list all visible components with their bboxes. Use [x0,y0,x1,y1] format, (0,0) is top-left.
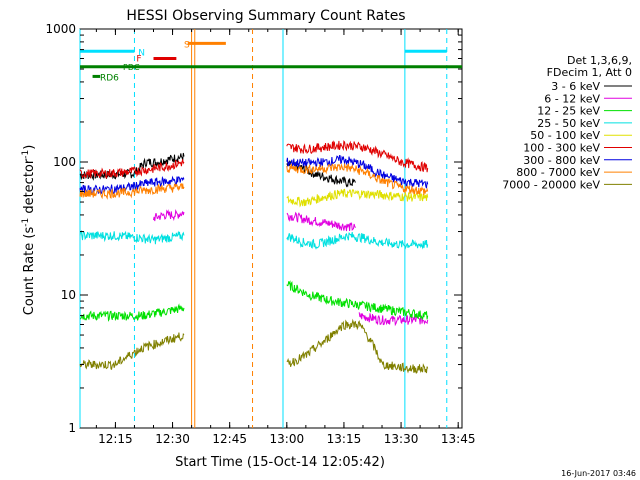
plot-area: NF S PDC RD6 [79,28,463,429]
series-line-3-0 [79,230,185,245]
x-tick-label-1: 12:30 [155,432,190,446]
series-line-1-1 [286,211,356,232]
series-line-8-1 [286,318,429,374]
legend-label-8: 7000 - 20000 keV [502,178,600,191]
y-axis: 1 10 100 1000 [45,22,462,435]
y-tick-label-3: 1000 [45,22,76,36]
legend-label-1: 6 - 12 keV [544,92,600,105]
chart-title: HESSI Observing Summary Count Rates [126,8,405,24]
flag-label-rd6: RD6 [100,73,119,83]
legend-label-7: 800 - 7000 keV [516,166,600,179]
flag-label-f: F [136,55,141,65]
legend-label-4: 50 - 100 keV [530,129,600,142]
legend-header-1: FDecim 1, Att 0 [547,66,632,79]
legend-label-0: 3 - 6 keV [551,80,600,93]
series-line-7-1 [286,163,429,195]
y-axis-label: Count Rate (s-1 detector-1) [21,145,37,316]
series-line-6-0 [79,175,185,196]
series-line-2-1 [286,280,429,320]
series-line-4-0 [286,188,429,208]
series-line-6-1 [286,155,429,189]
flag-label-pdc: PDC [123,63,140,72]
x-axis-label: Start Time (15-Oct-14 12:05:42) [175,455,385,470]
flag-label-s: S [184,40,190,50]
series-line-0-0 [79,152,185,181]
series-line-7-0 [79,183,185,200]
x-tick-label-3: 13:00 [270,432,305,446]
legend-label-5: 100 - 300 keV [523,142,600,155]
x-tick-label-4: 13:15 [327,432,362,446]
series-line-5-1 [286,140,429,173]
series-line-5-0 [79,159,185,180]
series-line-2-0 [79,303,185,322]
y-tick-label-2: 100 [53,155,76,169]
legend-header-0: Det 1,3,6,9, [567,54,632,67]
legend-label-3: 25 - 50 keV [537,117,600,130]
y-tick-label-0: 1 [68,421,76,435]
x-tick-label-5: 13:30 [384,432,419,446]
legend-label-2: 12 - 25 keV [537,105,600,118]
x-tick-label-2: 12:45 [212,432,247,446]
x-tick-label-6: 13:45 [441,432,476,446]
x-tick-label-0: 12:15 [98,432,133,446]
flag-label-n: N [138,48,145,58]
footer-date: 16-Jun-2017 03:46 [561,469,636,478]
legend-label-6: 300 - 800 keV [523,154,600,167]
series-line-3-1 [286,232,429,250]
series-line-8-0 [79,332,185,370]
y-tick-label-1: 10 [61,288,76,302]
series-line-1-0 [153,208,185,222]
x-axis: 12:15 12:30 12:45 13:00 13:15 13:30 13:45 [95,29,476,446]
